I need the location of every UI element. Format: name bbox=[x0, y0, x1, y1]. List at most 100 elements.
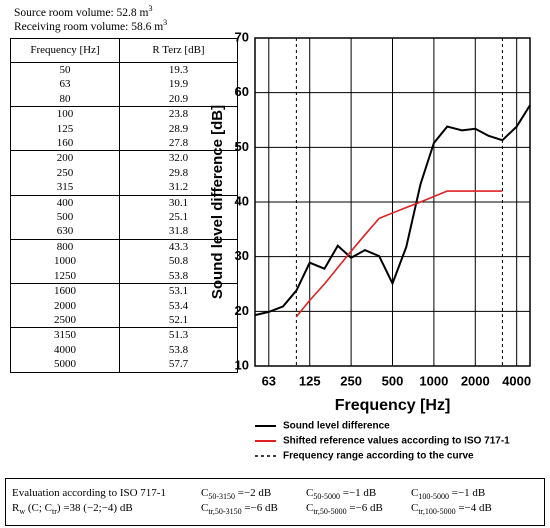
adaptation-term: Ctr,50-3150 =−6 dB bbox=[201, 502, 278, 516]
table-cell: 53.4 bbox=[119, 298, 238, 313]
x-tick-label: 250 bbox=[340, 373, 362, 388]
receiving-volume: Receiving room volume: 58.6 m3 bbox=[14, 18, 167, 33]
rw-result: Rw (C; Ctr) =38 (−2;−4) dB bbox=[12, 502, 133, 516]
text-part: C bbox=[201, 487, 209, 499]
text-part: Source room volume: 52.8 m bbox=[14, 6, 149, 19]
x-tick-label: 4000 bbox=[502, 373, 531, 388]
x-axis-title: Frequency [Hz] bbox=[335, 397, 451, 414]
table-cell: 3150 bbox=[10, 327, 120, 343]
table-cell: 53.8 bbox=[119, 268, 238, 284]
table-cell: 19.3 bbox=[119, 62, 238, 78]
table-row: 3150 51.3 bbox=[10, 327, 238, 343]
text-part: R bbox=[12, 502, 20, 514]
x-tick-label: 2000 bbox=[461, 373, 490, 388]
text-part: (C; C bbox=[25, 502, 53, 514]
table-cell: 20.9 bbox=[119, 91, 238, 107]
x-tick-label: 1000 bbox=[419, 373, 448, 388]
legend-label: Frequency range according to the curve bbox=[283, 451, 474, 462]
text-part: Receiving room volume: 58.6 m bbox=[14, 20, 164, 33]
y-tick-label: 20 bbox=[235, 303, 249, 318]
table-cell: 53.1 bbox=[119, 283, 238, 299]
row-group: 1600 53.1 2000 53.4 2500 52.1 bbox=[10, 283, 238, 328]
script-part: 3 bbox=[163, 18, 168, 27]
table-cell: 250 bbox=[10, 165, 120, 181]
text-part: =−4 dB bbox=[455, 502, 492, 514]
table-row: 500 25.1 bbox=[10, 210, 238, 225]
table-cell: 25.1 bbox=[119, 210, 238, 225]
table-row: 1000 50.8 bbox=[10, 254, 238, 269]
text-part: C bbox=[411, 502, 419, 514]
table-cell: 1250 bbox=[10, 268, 120, 284]
table-cell: 1000 bbox=[10, 254, 120, 269]
evaluation-title: Evaluation according to ISO 717-1 bbox=[12, 487, 166, 499]
table-cell: 57.7 bbox=[119, 357, 238, 373]
data-table: Frequency [Hz] R Terz [dB] 50 19.3 63 19.9 80 2… bbox=[10, 38, 238, 373]
x-tick-label: 125 bbox=[299, 373, 321, 388]
table-cell: 19.9 bbox=[119, 77, 238, 92]
header-row: Frequency [Hz] R Terz [dB] bbox=[10, 38, 238, 63]
text-part: =−6 dB bbox=[346, 502, 383, 514]
table-row: 4000 53.8 bbox=[10, 342, 238, 358]
table-row: 400 30.1 bbox=[10, 195, 238, 211]
table-cell: 63 bbox=[10, 77, 120, 92]
y-tick-label: 10 bbox=[235, 357, 249, 372]
adaptation-term: C100-5000 =−1 dB bbox=[411, 487, 485, 501]
table-cell: 2500 bbox=[10, 312, 120, 328]
table-cell: 500 bbox=[10, 210, 120, 225]
script-part: tr,50-3150 bbox=[208, 507, 242, 517]
table-cell: 5000 bbox=[10, 357, 120, 373]
table-cell: 29.8 bbox=[119, 165, 238, 181]
script-part: 100-5000 bbox=[418, 492, 450, 502]
script-part: tr,100-5000 bbox=[418, 507, 456, 517]
y-tick-label: 50 bbox=[235, 139, 249, 154]
legend-label: Sound level difference bbox=[283, 421, 390, 432]
table-cell: 800 bbox=[10, 239, 120, 255]
table-row: 315 31.2 bbox=[10, 180, 238, 196]
table-row: 800 43.3 bbox=[10, 239, 238, 255]
table-cell: 53.8 bbox=[119, 342, 238, 358]
header-cell: Frequency [Hz] bbox=[10, 38, 120, 63]
row-group: 800 43.3 1000 50.8 1250 53.8 bbox=[10, 239, 238, 284]
chart: 10 20 30 40 50 60 70 63 125 250 500 1000 2000 4000 Fre… bbox=[209, 29, 531, 462]
script-part: tr,50-5000 bbox=[313, 507, 347, 517]
table-cell: 27.8 bbox=[119, 136, 238, 151]
table-cell: 1600 bbox=[10, 283, 120, 299]
adaptation-term: C50-5000 =−1 dB bbox=[306, 487, 376, 501]
text-part: =−6 dB bbox=[241, 502, 278, 514]
table-cell: 52.1 bbox=[119, 312, 238, 328]
x-tick-label: 63 bbox=[262, 373, 276, 388]
table-cell: 100 bbox=[10, 106, 120, 122]
plot-frame bbox=[254, 37, 531, 367]
table-cell: 200 bbox=[10, 150, 120, 166]
y-tick-label: 40 bbox=[235, 193, 249, 208]
table-cell: 125 bbox=[10, 121, 120, 137]
table-row: 2000 53.4 bbox=[10, 298, 238, 313]
table-cell: 43.3 bbox=[119, 239, 238, 255]
script-part: tr bbox=[52, 507, 57, 517]
text-part: C bbox=[306, 487, 314, 499]
text-part: =−1 dB bbox=[340, 487, 377, 499]
table-cell: 23.8 bbox=[119, 106, 238, 122]
table-cell: 31.8 bbox=[119, 224, 238, 240]
table-cell: 400 bbox=[10, 195, 120, 211]
row-group: 100 23.8 125 28.9 160 27.8 bbox=[10, 106, 238, 151]
table-row: 125 28.9 bbox=[10, 121, 238, 137]
table-cell: 50 bbox=[10, 62, 120, 78]
legend-label: Shifted reference values according to IS… bbox=[283, 436, 510, 447]
series-line bbox=[254, 104, 531, 317]
series-line bbox=[295, 190, 503, 318]
y-tick-label: 70 bbox=[235, 29, 249, 44]
script-part: 50-5000 bbox=[313, 492, 341, 502]
table-cell: 80 bbox=[10, 91, 120, 107]
table-cell: 315 bbox=[10, 180, 120, 196]
table-cell: 2000 bbox=[10, 298, 120, 313]
row-group: 400 30.1 500 25.1 630 31.8 bbox=[10, 195, 238, 240]
table-row: 1600 53.1 bbox=[10, 283, 238, 299]
table-row: 100 23.8 bbox=[10, 106, 238, 122]
table-row: 250 29.8 bbox=[10, 165, 238, 181]
table-cell: 28.9 bbox=[119, 121, 238, 137]
text-part: C bbox=[201, 502, 209, 514]
text-part: C bbox=[306, 502, 314, 514]
script-part: 3 bbox=[148, 4, 153, 13]
